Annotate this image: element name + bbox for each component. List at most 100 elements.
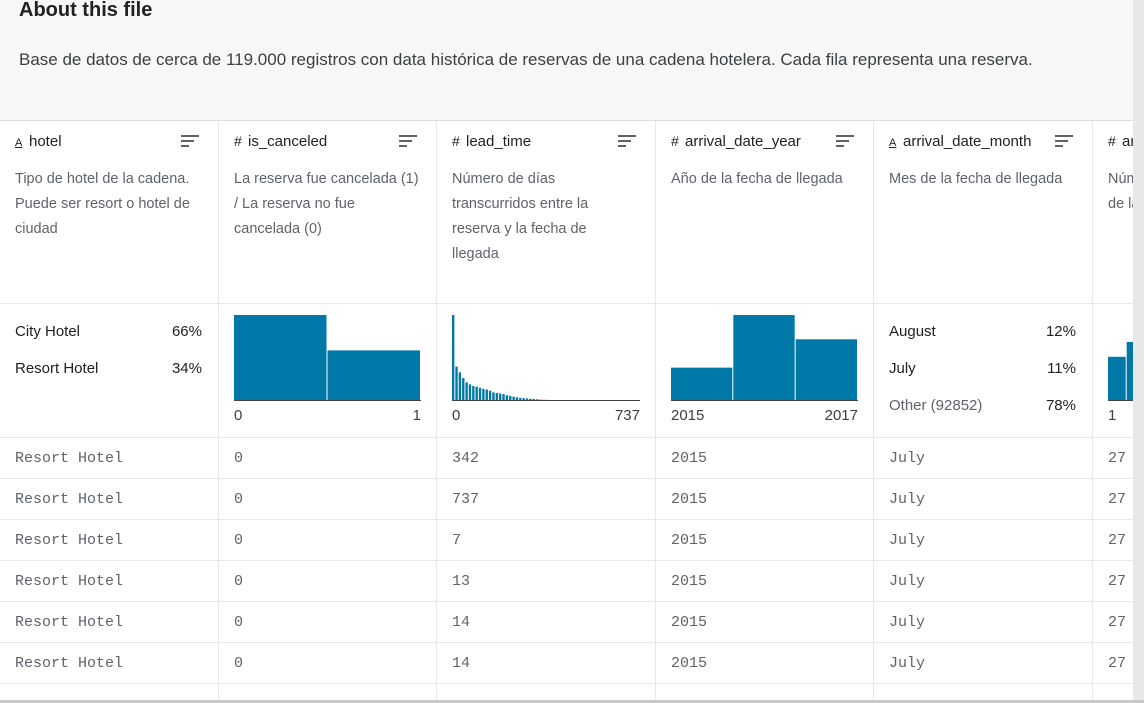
- range-min: 2015: [671, 407, 705, 424]
- type-icon: #: [1108, 133, 1116, 149]
- cell: July: [889, 532, 926, 549]
- type-icon: #: [452, 133, 460, 149]
- divider: [1093, 601, 1144, 602]
- histogram-bar: [529, 398, 532, 401]
- histogram-bar: [1108, 356, 1126, 401]
- histogram-bar: [482, 388, 485, 401]
- sort-line: [1055, 135, 1073, 137]
- divider: [656, 560, 873, 561]
- divider: [437, 437, 655, 438]
- histogram-bar: [519, 397, 522, 401]
- divider: [0, 303, 218, 304]
- sort-icon[interactable]: [618, 135, 636, 149]
- divider: [437, 303, 655, 304]
- histogram-bar: [472, 386, 475, 401]
- column-header: # lead_time: [452, 133, 531, 150]
- histogram-bar: [532, 398, 535, 401]
- histogram-bar: [515, 397, 519, 401]
- divider: [1093, 303, 1144, 304]
- cell: 737: [452, 491, 480, 508]
- histogram-bar: [485, 389, 488, 401]
- cell: 27: [1108, 614, 1127, 631]
- cell: 0: [234, 532, 244, 549]
- column-description: Número de días transcurridos entre la re…: [452, 171, 589, 262]
- sort-line: [1055, 140, 1068, 142]
- histogram-bar: [499, 393, 502, 401]
- histogram-bar: [733, 315, 795, 401]
- histogram-bar: [492, 392, 495, 401]
- divider: [0, 642, 218, 643]
- divider: [1093, 519, 1144, 520]
- cell: 7: [452, 532, 462, 549]
- divider: [437, 560, 655, 561]
- category-share: 12%: [1045, 323, 1076, 340]
- divider: [874, 303, 1092, 304]
- column: # lead_time Número de días transcurridos e…: [437, 121, 656, 703]
- sort-icon[interactable]: [399, 135, 417, 149]
- histogram-bar: [502, 394, 505, 401]
- divider: [1093, 437, 1144, 438]
- sort-line: [836, 140, 849, 142]
- column-description: Mes de la fecha de llegada: [889, 171, 1063, 187]
- type-icon: A: [889, 137, 897, 149]
- sort-line: [181, 135, 199, 137]
- title: About this file: [19, 0, 153, 21]
- cell: 0: [234, 655, 244, 672]
- column-name: hotel: [29, 133, 62, 150]
- cell: 2015: [671, 491, 708, 508]
- cell: 342: [452, 450, 480, 467]
- divider: [219, 437, 436, 438]
- cell: Resort Hotel: [15, 450, 124, 467]
- divider: [219, 303, 436, 304]
- divider: [874, 683, 1092, 684]
- cell: July: [889, 491, 926, 508]
- cell: 2015: [671, 614, 708, 631]
- divider: [874, 437, 1092, 438]
- histogram-bar: [234, 315, 327, 401]
- cell: Resort Hotel: [15, 491, 124, 508]
- sort-line: [181, 140, 194, 142]
- cell: 0: [234, 614, 244, 631]
- scrollbar[interactable]: [1133, 0, 1144, 703]
- category-share: 34%: [171, 360, 202, 377]
- sort-icon[interactable]: [181, 135, 199, 149]
- range-min: 0: [234, 407, 243, 424]
- category-label: City Hotel: [15, 323, 81, 340]
- histogram-bar: [671, 367, 733, 401]
- divider: [656, 437, 873, 438]
- cell: 27: [1108, 573, 1127, 590]
- sort-icon[interactable]: [836, 135, 854, 149]
- divider: [656, 519, 873, 520]
- divider: [437, 601, 655, 602]
- cell: 27: [1108, 450, 1127, 467]
- cell: 0: [234, 450, 244, 467]
- column-name: is_canceled: [248, 133, 328, 150]
- column: # arrival_date_year Año de la fecha de lle…: [656, 121, 874, 703]
- range-max: 1: [412, 407, 421, 424]
- sort-line: [399, 140, 412, 142]
- baseline: [1108, 400, 1144, 401]
- cell: Resort Hotel: [15, 573, 124, 590]
- divider: [1093, 478, 1144, 479]
- cell: Resort Hotel: [15, 614, 124, 631]
- divider: [219, 478, 436, 479]
- column-description: Año de la fecha de llegada: [671, 171, 843, 187]
- sort-icon[interactable]: [1055, 135, 1073, 149]
- divider: [656, 683, 873, 684]
- sort-line: [399, 145, 407, 147]
- baseline: [234, 400, 421, 401]
- range-max: 737: [614, 407, 640, 424]
- cell: 0: [234, 491, 244, 508]
- category-share: 66%: [171, 323, 202, 340]
- divider: [874, 519, 1092, 520]
- divider: [0, 683, 218, 684]
- divider: [1093, 642, 1144, 643]
- cell: July: [889, 655, 926, 672]
- histogram-bar: [327, 350, 420, 401]
- histogram-bar: [455, 366, 458, 401]
- cell: July: [889, 573, 926, 590]
- sort-line: [1055, 145, 1063, 147]
- divider: [219, 560, 436, 561]
